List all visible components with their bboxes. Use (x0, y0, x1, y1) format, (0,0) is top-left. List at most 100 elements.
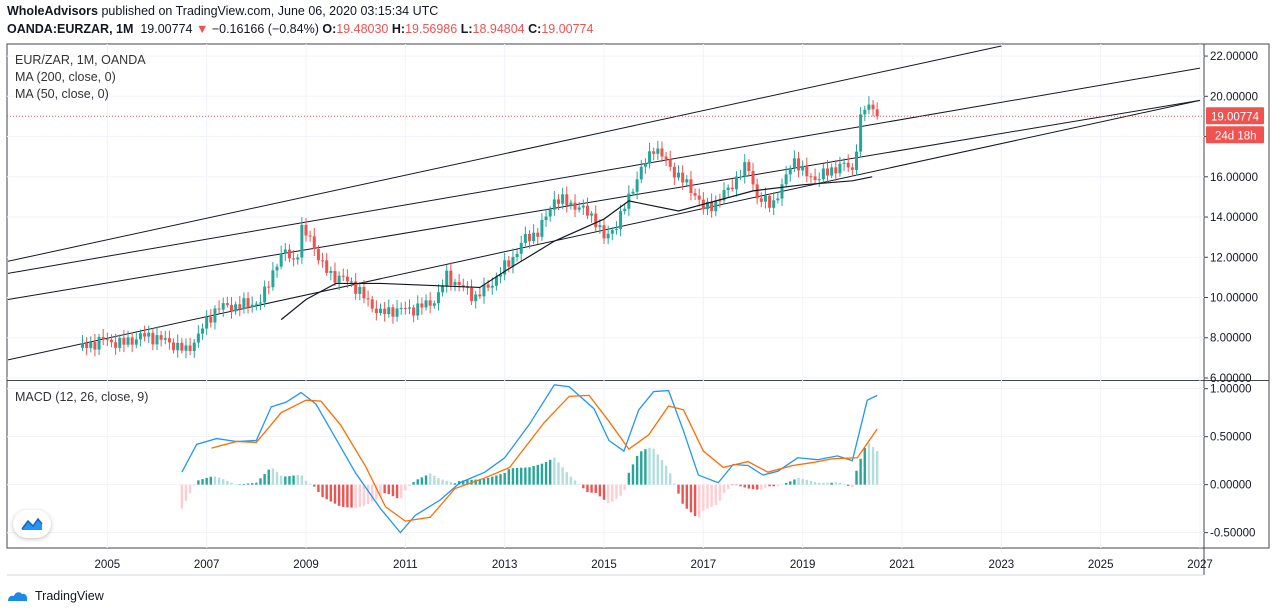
candle-body (126, 337, 130, 345)
candle-body (263, 286, 267, 303)
candle-body (138, 333, 142, 340)
macd-histogram-bar (656, 454, 660, 485)
candle-body (681, 172, 685, 183)
macd-histogram-bar (797, 477, 800, 485)
candle-body (548, 209, 552, 217)
x-tick-label: 2005 (95, 559, 121, 571)
down-arrow-icon: ▼ (195, 22, 209, 36)
candle-body (370, 299, 374, 309)
macd-histogram-bar (201, 479, 204, 485)
macd-histogram-bar (702, 484, 705, 511)
candle-body (834, 167, 838, 174)
macd-histogram-bar (871, 447, 875, 485)
candle-body (238, 304, 242, 309)
candle-body (341, 275, 345, 277)
macd-histogram-bar (288, 476, 291, 485)
candle-body (366, 298, 370, 300)
macd-histogram-bar (375, 484, 378, 500)
macd-histogram-bar (826, 482, 829, 485)
candle-body (221, 303, 225, 310)
macd-histogram-bar (399, 484, 403, 499)
last-price-badge (1206, 107, 1264, 125)
candle-body (519, 242, 523, 254)
candle-body (602, 225, 606, 239)
publisher-name: WholeAdvisors (7, 4, 98, 18)
macd-histogram-bar (590, 484, 593, 493)
candle-body (300, 224, 304, 258)
x-tick-label: 2019 (790, 559, 816, 571)
macd-tick-label: 1.00000 (1210, 384, 1252, 396)
candle-body (93, 342, 97, 350)
candle-body (805, 165, 809, 177)
candle-body (577, 207, 581, 210)
candle-body (759, 198, 763, 202)
macd-histogram-bar (776, 484, 780, 487)
candle-body (718, 200, 722, 202)
macd-histogram-bar (739, 484, 742, 487)
published-text: published on TradingView.com, June 06, 2… (98, 4, 439, 18)
tradingview-badge[interactable] (13, 510, 51, 538)
macd-histogram-bar (428, 473, 432, 485)
macd-histogram-bar (689, 484, 693, 513)
candle-body (234, 304, 238, 312)
macd-histogram-bar (337, 484, 341, 506)
candle-body (619, 211, 623, 230)
macd-histogram-bar (847, 484, 850, 486)
x-tick-label: 2025 (1088, 559, 1114, 571)
y-tick-label: 10.00000 (1210, 293, 1258, 305)
candle-body (403, 307, 407, 309)
footer-brand[interactable]: TradingView (35, 589, 104, 603)
macd-histogram-bar (772, 484, 775, 487)
candle-body (457, 281, 461, 286)
macd-histogram-bar (424, 475, 428, 485)
macd-histogram-bar (875, 451, 879, 485)
candle-body (271, 270, 275, 288)
x-tick-label: 2013 (492, 559, 518, 571)
candle-body (813, 176, 817, 180)
macd-histogram-bar (586, 484, 589, 493)
macd-histogram-bar (677, 484, 680, 494)
candle-body (122, 337, 126, 345)
macd-tick-label: 0.50000 (1210, 432, 1252, 444)
candle-body (842, 162, 846, 164)
candle-body (867, 104, 871, 110)
candle-body (689, 179, 693, 194)
candle-body (643, 163, 647, 167)
macd-histogram-bar (681, 484, 684, 504)
macd-histogram-bar (395, 484, 399, 499)
macd-histogram-bar (391, 484, 395, 497)
low-label: L: (460, 22, 473, 36)
candle-body (333, 271, 337, 283)
macd-histogram-bar (449, 482, 453, 485)
macd-histogram-bar (710, 484, 713, 507)
candle-body (201, 328, 205, 334)
macd-histogram-bar (350, 484, 353, 508)
candle-body (118, 337, 122, 348)
macd-histogram-bar (404, 484, 407, 491)
candle-body (511, 257, 515, 267)
candle-body (428, 300, 432, 306)
candle-body (494, 276, 498, 286)
trendline (7, 67, 1201, 274)
macd-histogram-bar (859, 458, 862, 485)
candle-body (635, 179, 639, 192)
x-tick-label: 2007 (194, 559, 220, 571)
candle-body (172, 342, 176, 351)
macd-histogram-bar (755, 484, 759, 490)
x-tick-label: 2027 (1187, 559, 1213, 571)
candle-body (478, 294, 482, 297)
candle-body (379, 308, 383, 314)
candle-body (283, 249, 287, 254)
candle-body (821, 168, 825, 180)
macd-histogram-bar (346, 484, 349, 508)
candle-body (267, 286, 271, 288)
macd-histogram-bar (718, 484, 722, 501)
macd-histogram-bar (416, 479, 419, 485)
candle-body (474, 294, 478, 302)
macd-histogram-bar (491, 476, 494, 485)
y-tick-label: 20.00000 (1210, 91, 1258, 103)
candle-body (184, 345, 188, 351)
macd-histogram-bar (751, 484, 755, 490)
candle-body (743, 162, 747, 177)
